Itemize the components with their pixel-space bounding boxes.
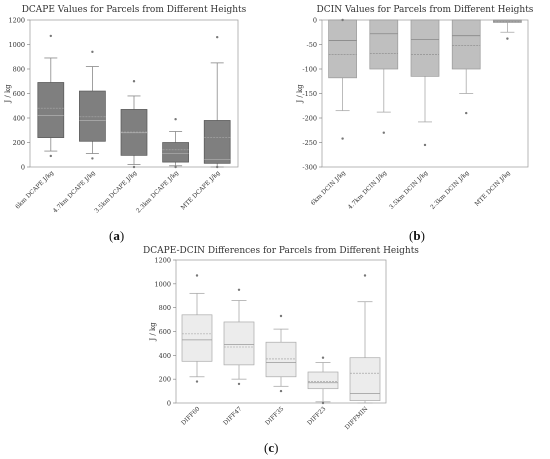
x-tick-label: MTE DCIN J/kg — [473, 169, 511, 207]
y-tick-label: 1000 — [8, 41, 25, 49]
y-tick-label: 200 — [13, 139, 25, 147]
outlier-point — [321, 401, 325, 405]
outlier-point — [279, 314, 283, 318]
x-tick-label: DIFF35 — [264, 405, 285, 426]
y-tick-label: 1000 — [154, 280, 171, 288]
y-tick-label: 200 — [159, 376, 171, 384]
box — [369, 19, 399, 70]
y-tick-label: 600 — [159, 328, 171, 336]
chart-title: DCIN Values for Parcels from Different H… — [317, 5, 534, 15]
outlier-point — [91, 157, 94, 160]
box — [451, 19, 481, 70]
chart-title: DCAPE Values for Parcels from Different … — [22, 5, 247, 15]
chart-c-group: DCAPE-DCIN Differences for Parcels from … — [143, 246, 419, 431]
outlier-point — [321, 356, 325, 359]
box — [328, 19, 357, 79]
x-tick-label: 2.3km DCIN J/kg — [429, 169, 471, 211]
y-tick-label: 1200 — [8, 17, 25, 25]
box — [349, 357, 381, 401]
panel-label-b: (b) — [409, 228, 425, 243]
outlier-point — [132, 165, 136, 169]
x-tick-label: 4.7km DCIN J/kg — [347, 169, 389, 211]
outlier-point — [363, 274, 367, 277]
x-tick-label: 2.3km DCAPE J/kg — [135, 169, 180, 214]
y-tick-label: -200 — [302, 115, 317, 123]
box — [265, 341, 297, 378]
x-tick-label: DIFF60 — [180, 405, 201, 426]
outlier-point — [195, 380, 199, 383]
y-tick-label: -250 — [302, 139, 317, 147]
x-tick-label: 3.5km DCAPE J/kg — [93, 169, 138, 214]
box — [79, 90, 106, 142]
y-tick-label: 400 — [159, 352, 171, 360]
box — [181, 314, 213, 362]
outlier-point — [174, 118, 177, 121]
x-tick-label: DIFFMIN — [344, 405, 370, 431]
x-tick-label: 3.5km DCIN J/kg — [388, 169, 430, 211]
outlier-point — [341, 18, 344, 22]
outlier-point — [279, 389, 283, 393]
y-axis-label: J / kg — [149, 322, 157, 342]
y-tick-label: 0 — [313, 17, 317, 25]
outlier-point — [423, 143, 427, 147]
y-tick-label: -300 — [302, 164, 317, 172]
outlier-point — [49, 154, 52, 158]
box — [37, 82, 65, 138]
x-tick-label: MTE DCAPE J/kg — [180, 169, 222, 211]
chart-a-group: DCAPE Values for Parcels from Different … — [4, 5, 247, 215]
outlier-point — [216, 35, 219, 39]
y-axis-label: J / kg — [296, 84, 304, 104]
x-tick-label: 6km DCIN J/kg — [310, 169, 348, 207]
x-tick-label: DIFF23 — [306, 405, 327, 426]
outlier-point — [49, 34, 52, 38]
outlier-point — [341, 137, 344, 140]
y-tick-label: -50 — [307, 41, 317, 49]
y-tick-label: 800 — [13, 66, 25, 74]
x-tick-label: 6km DCAPE J/kg — [14, 169, 55, 210]
chart-title: DCAPE-DCIN Differences for Parcels from … — [143, 246, 419, 256]
y-tick-label: -100 — [302, 66, 317, 74]
box — [203, 120, 231, 164]
x-tick-label: 4.7km DCAPE J/kg — [52, 169, 97, 214]
box — [223, 321, 255, 366]
panel-label-c: (c) — [264, 440, 279, 455]
y-tick-label: 400 — [13, 115, 25, 123]
outlier-point — [195, 274, 199, 277]
y-tick-label: 0 — [21, 164, 25, 172]
outlier-point — [506, 37, 509, 40]
outlier-point — [465, 111, 468, 115]
y-tick-label: 600 — [13, 90, 25, 98]
y-tick-label: -150 — [302, 90, 317, 98]
panel-label-a: (a) — [109, 228, 125, 243]
outlier-point — [216, 165, 219, 169]
y-tick-label: 800 — [159, 304, 171, 312]
x-tick-label: DIFF47 — [222, 405, 243, 426]
outlier-point — [237, 288, 241, 291]
outlier-point — [237, 382, 241, 386]
box — [162, 142, 189, 163]
outlier-point — [174, 165, 177, 169]
outlier-point — [132, 80, 136, 83]
y-tick-label: 0 — [167, 400, 171, 408]
outlier-point — [382, 131, 385, 134]
box — [307, 371, 339, 390]
y-tick-label: 1200 — [154, 257, 171, 265]
box — [410, 19, 440, 77]
chart-b-group: DCIN Values for Parcels from Different H… — [296, 5, 534, 211]
outlier-point — [91, 50, 94, 54]
y-axis-label: J / kg — [4, 84, 12, 104]
